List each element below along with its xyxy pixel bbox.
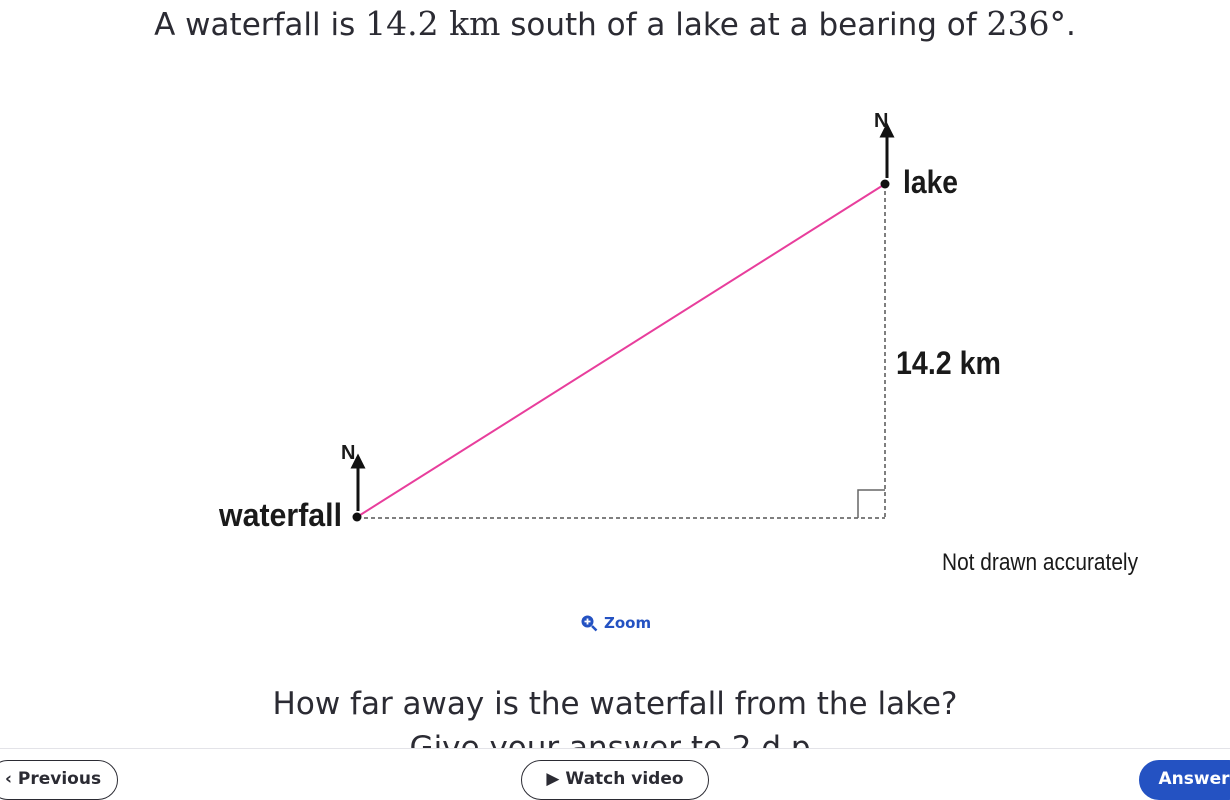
point [880,179,890,189]
right-angle [857,489,885,518]
point [352,512,362,522]
answer-button[interactable]: Answer [1139,760,1230,800]
button-label: Previous [17,769,102,789]
previous-button[interactable]: ‹ Previous [0,760,118,800]
page: A waterfall is 14.2 km south of a lake a… [0,4,1230,800]
zoom-button[interactable]: Zoom [580,614,651,632]
prompt-line: How far away is the waterfall from the l… [272,686,958,722]
zoom-label: Zoom [604,614,652,632]
side-label: 14.2 km [896,345,1001,381]
question-math: 236° [986,4,1067,43]
question-text: . [1066,7,1076,43]
button-label: Answer [1158,769,1230,789]
video-button[interactable]: ▶ Watch video [521,760,709,800]
north-label: N [341,442,355,464]
note: Not drawn accurately [942,549,1138,576]
question-text: south of a lake at a bearing of [500,7,987,43]
zoom-icon [581,615,598,632]
divider [0,748,1230,749]
prompt-line: Give your answer to 2 d.p. [409,730,821,748]
question-text: A waterfall is [154,7,366,43]
question: A waterfall is 14.2 km south of a lake a… [0,4,1230,43]
prompt: How far away is the waterfall from the l… [0,682,1230,748]
hypotenuse [356,183,886,518]
button-label: Watch video [565,769,684,789]
point-label: waterfall [218,497,342,533]
north-label: N [874,110,888,132]
point-label: lake [903,164,958,200]
question-math: 14.2 km [365,4,501,43]
diagram: N N lake waterfall 14.2 km Not drawn acc… [218,110,1138,576]
